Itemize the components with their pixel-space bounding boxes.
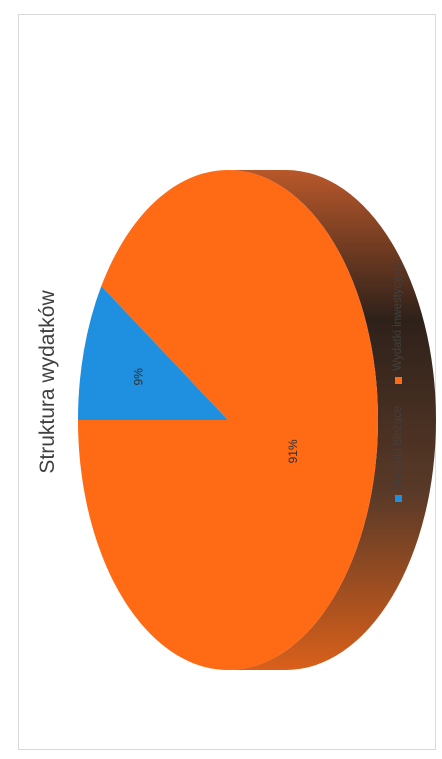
- data-label-wydatki-inwestycyjne: 91%: [286, 439, 300, 463]
- legend-label-wydatki-biezace: Wydatki bieżące: [392, 405, 404, 490]
- pie-slice-wydatki-inwestycyjne: [78, 170, 378, 670]
- legend-label-wydatki-inwestycyjne: Wydatki inwestycyjne: [392, 261, 404, 371]
- legend-item-wydatki-inwestycyjne: Wydatki inwestycyjne: [392, 262, 404, 384]
- pie-slice-wydatki-biezace: [78, 286, 228, 420]
- rotated-chart: Struktura wydatków 9% 91% Wydatki bieżące…: [18, 14, 436, 750]
- pie-side-extrusion: [228, 170, 436, 670]
- legend-swatch-wydatki-biezace: [394, 495, 402, 503]
- legend-swatch-wydatki-inwestycyjne: [394, 376, 402, 384]
- chart-canvas: Struktura wydatków 9% 91% Wydatki bieżące…: [18, 14, 436, 750]
- chart-legend: Wydatki bieżące Wydatki inwestycyjne: [392, 14, 404, 750]
- data-label-wydatki-biezace: 9%: [132, 368, 146, 386]
- legend-item-wydatki-biezace: Wydatki bieżące: [392, 406, 404, 503]
- pie-chart: 9% 91%: [78, 170, 436, 670]
